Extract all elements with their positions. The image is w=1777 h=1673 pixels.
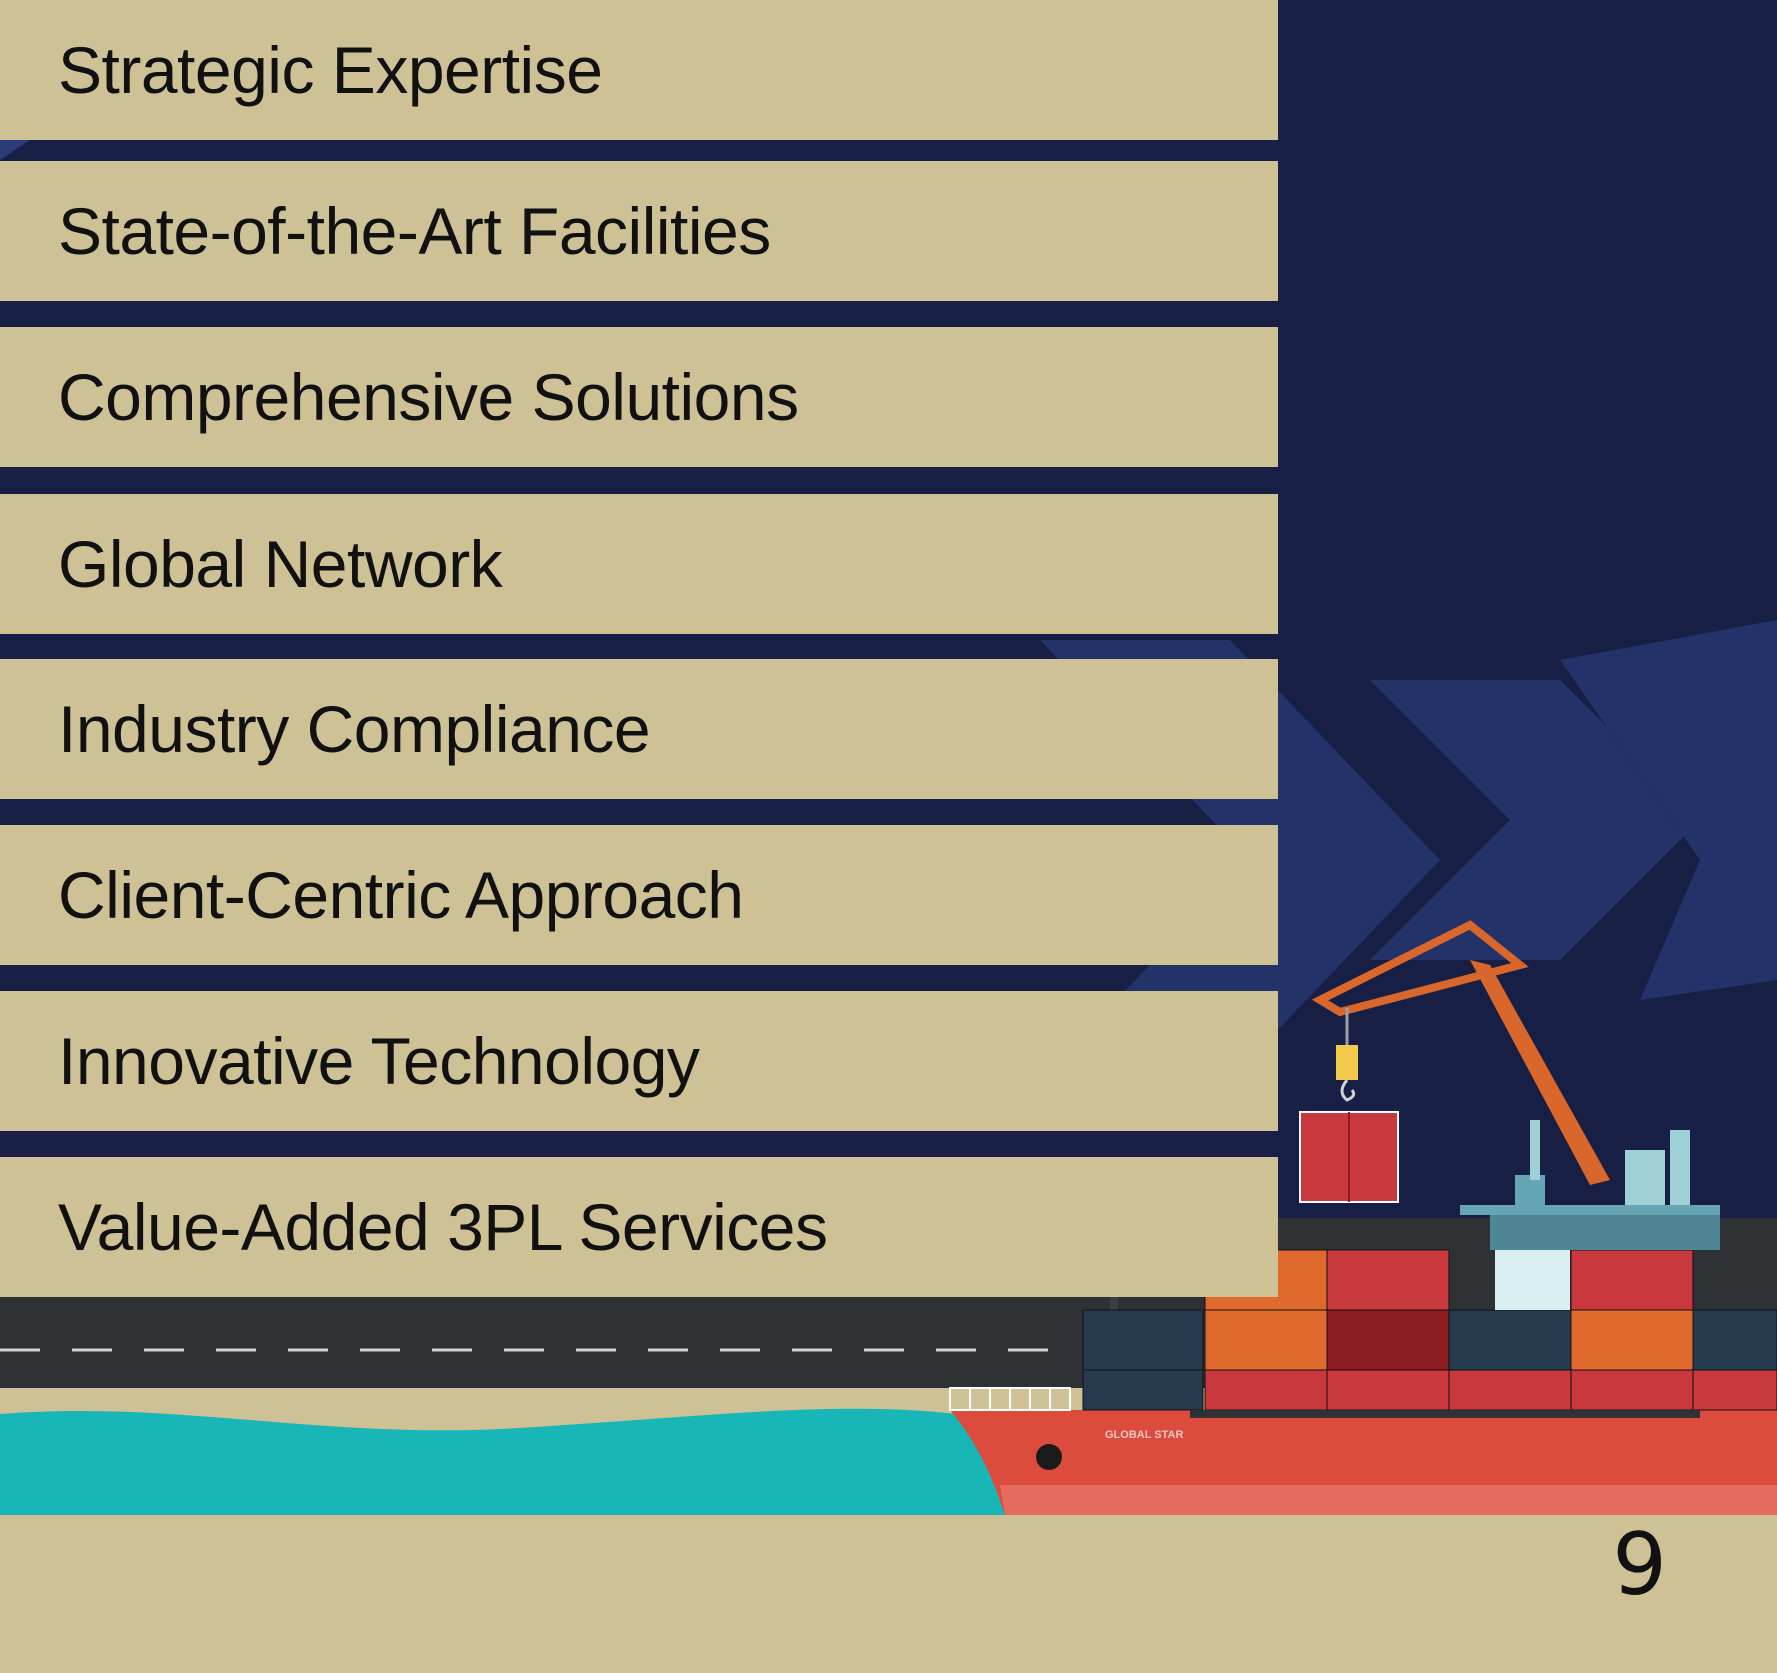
list-item-state-of-the-art-facilities: State-of-the-Art Facilities: [0, 161, 1278, 301]
container-stack: [1082, 1249, 1777, 1411]
list-item-label: Value-Added 3PL Services: [58, 1190, 828, 1264]
list-item-innovative-technology: Innovative Technology: [0, 991, 1278, 1131]
crane: [1311, 920, 1610, 1185]
list-item-label: Global Network: [58, 527, 503, 601]
water: [0, 1408, 1010, 1515]
ship-name: GLOBAL STAR: [1105, 1429, 1183, 1441]
list-item-label: Client-Centric Approach: [58, 858, 744, 932]
propeller-icon: [1036, 1444, 1062, 1470]
list-item-label: State-of-the-Art Facilities: [58, 194, 771, 268]
list-item-label: Innovative Technology: [58, 1024, 700, 1098]
list-item-label: Industry Compliance: [58, 692, 651, 766]
list-item-client-centric-approach: Client-Centric Approach: [0, 825, 1278, 965]
hanging-container: [1299, 1111, 1399, 1203]
list-item-global-network: Global Network: [0, 494, 1278, 634]
list-item-value-added-3pl-services: Value-Added 3PL Services: [0, 1157, 1278, 1297]
page-number: 9: [1612, 1515, 1667, 1615]
list-item-strategic-expertise: Strategic Expertise: [0, 0, 1278, 140]
list-item-label: Comprehensive Solutions: [58, 360, 799, 434]
list-item-label: Strategic Expertise: [58, 33, 603, 107]
list-item-comprehensive-solutions: Comprehensive Solutions: [0, 327, 1278, 467]
ship-bridge: [1460, 1120, 1720, 1310]
list-item-industry-compliance: Industry Compliance: [0, 659, 1278, 799]
